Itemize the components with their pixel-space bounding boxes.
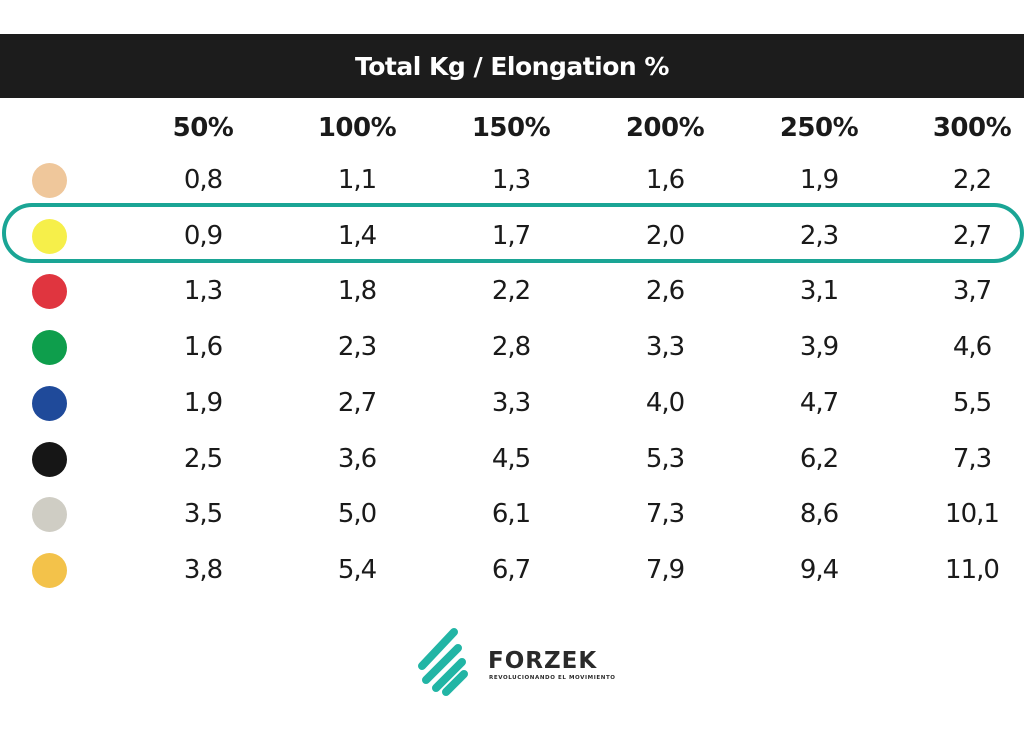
table-title: Total Kg / Elongation % [355,51,669,81]
table-cell: 2,8 [491,332,531,363]
column-header: 100% [317,113,397,143]
table-cell: 9,4 [799,554,839,585]
table-cell: 2,5 [183,443,223,474]
table-cell: 1,6 [645,165,685,195]
table-cell: 7,3 [952,443,992,474]
table-cell: 1,9 [183,387,223,418]
color-swatch [32,163,67,198]
table-row: 2,5 3,6 4,5 5,3 6,2 7,3 [0,431,1024,487]
table-cell: 3,9 [799,332,839,363]
table-cell: 1,4 [337,220,377,251]
table-cell: 0,8 [183,165,223,195]
color-swatch [32,218,67,254]
column-header: 250% [779,113,859,143]
table-cell: 1,3 [183,276,223,307]
table-row: 1,3 1,8 2,2 2,6 3,1 3,7 [0,263,1024,319]
table-row: 1,9 2,7 3,3 4,0 4,7 5,5 [0,375,1024,431]
forzek-stripes-logo-icon [418,628,468,696]
table-cell: 1,7 [491,220,531,251]
table-cell: 7,3 [645,499,685,530]
brand-tagline: REVOLUCIONANDO EL MOVIMIENTO [489,675,616,681]
table-cell: 10,1 [945,499,1000,530]
table-cell: 6,2 [799,443,839,474]
table-title-bar: Total Kg / Elongation % [0,34,1024,98]
table-cell: 6,1 [491,499,531,530]
table-row: 3,5 5,0 6,1 7,3 8,6 10,1 [0,486,1024,542]
column-header-row: 50% 100% 150% 200% 250% 300% [0,108,1024,148]
color-swatch [32,552,67,588]
table-cell: 1,9 [799,165,839,195]
table-cell: 8,6 [799,499,839,530]
column-header: 50% [172,113,234,143]
table-cell: 3,5 [183,499,223,530]
table-cell: 2,6 [645,276,685,307]
color-swatch [32,330,67,366]
color-swatch [32,274,67,310]
table-cell: 5,3 [645,443,685,474]
table-cell: 2,3 [799,220,839,251]
table-cell: 6,7 [491,554,531,585]
brand-name: FORZEK [488,648,598,674]
table-cell: 2,7 [952,220,992,251]
table-cell: 4,5 [491,443,531,474]
column-header: 150% [471,113,551,143]
table-cell: 5,5 [952,387,992,418]
table-cell: 2,3 [337,332,377,363]
table-cell: 3,3 [645,332,685,363]
table-cell: 3,8 [183,554,223,585]
table-cell: 2,2 [952,165,992,195]
table-cell: 3,3 [491,387,531,418]
table-cell: 1,6 [183,332,223,363]
table-cell: 1,8 [337,276,377,307]
table-cell: 4,6 [952,332,992,363]
table-row: 0,8 1,1 1,3 1,6 1,9 2,2 [0,152,1024,208]
table-cell: 1,3 [491,165,531,195]
table-cell: 5,0 [337,499,377,530]
table-cell: 3,6 [337,443,377,474]
column-header: 300% [932,113,1012,143]
color-swatch [32,441,67,477]
column-header: 200% [625,113,705,143]
table-cell: 2,7 [337,387,377,418]
table-row: 0,9 1,4 1,7 2,0 2,3 2,7 [0,208,1024,264]
table-cell: 3,1 [799,276,839,307]
table-cell: 2,2 [491,276,531,307]
table-cell: 4,0 [645,387,685,418]
table-cell: 5,4 [337,554,377,585]
table-row: 1,6 2,3 2,8 3,3 3,9 4,6 [0,319,1024,375]
table-cell: 11,0 [945,554,1000,585]
table-cell: 0,9 [183,220,223,251]
table-cell: 7,9 [645,554,685,585]
table-cell: 3,7 [952,276,992,307]
color-swatch [32,385,67,421]
brand-logo: FORZEK REVOLUCIONANDO EL MOVIMIENTO [418,626,618,698]
color-swatch [32,497,67,533]
table-cell: 2,0 [645,220,685,251]
table-cell: 4,7 [799,387,839,418]
table-cell: 1,1 [337,165,377,195]
table-row: 3,8 5,4 6,7 7,9 9,4 11,0 [0,542,1024,598]
